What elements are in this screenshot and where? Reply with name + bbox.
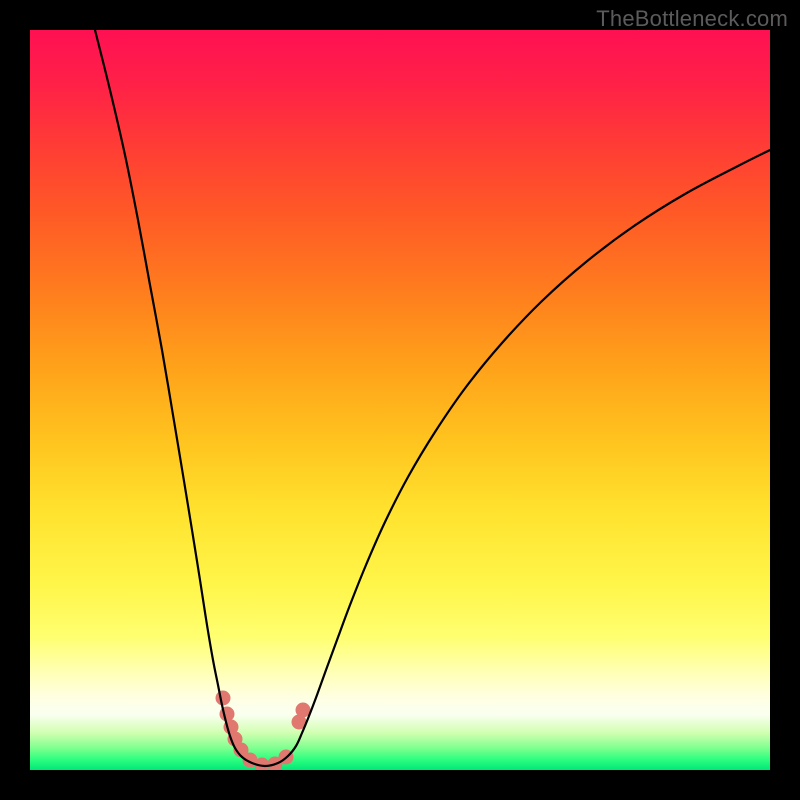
data-marker (296, 703, 310, 717)
chart-frame: TheBottleneck.com (0, 0, 800, 800)
marker-group (216, 691, 310, 770)
v-curve (95, 30, 770, 766)
data-marker (216, 691, 230, 705)
watermark-text: TheBottleneck.com (596, 6, 788, 32)
plot-area (30, 30, 770, 770)
curve-layer (30, 30, 770, 770)
